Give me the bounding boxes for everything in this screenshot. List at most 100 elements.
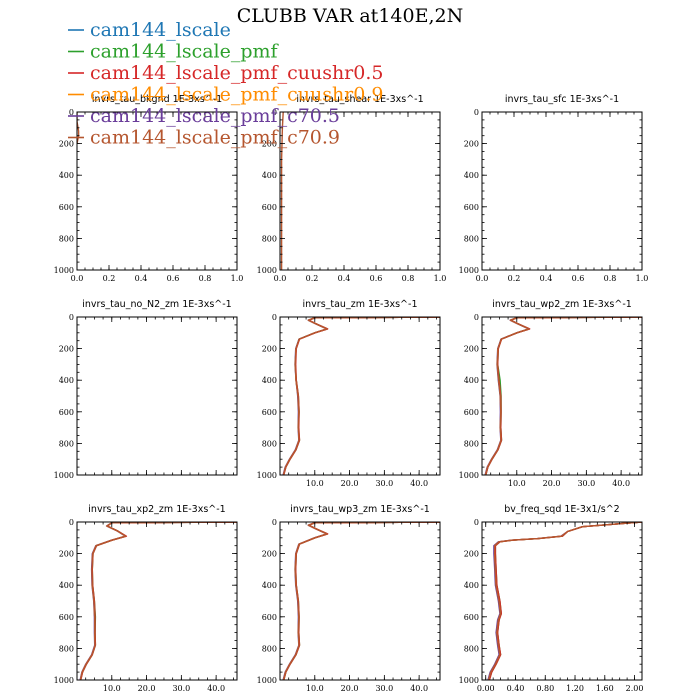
y-tick-label: 600: [59, 613, 74, 622]
x-tick-label: 20.0: [543, 479, 561, 488]
x-tick-label: 0.80: [536, 684, 554, 693]
series-line-1: [484, 317, 642, 475]
panel-title: invrs_tau_wp2_zm 1E-3xs^-1: [492, 299, 632, 310]
y-tick-label: 0: [474, 108, 479, 117]
x-tick-label: 0.0: [274, 274, 287, 283]
x-tick-label: 0.2: [508, 274, 521, 283]
series-line-1: [282, 522, 440, 680]
legend-item-6: cam144_lscale_pmf_c70.9: [68, 127, 340, 149]
y-tick-label: 200: [59, 140, 74, 149]
x-tick-label: 10.0: [306, 479, 324, 488]
series-line-2: [79, 522, 237, 680]
series-line-4: [484, 317, 642, 475]
legend-label: cam144_lscale: [90, 19, 231, 41]
y-tick-label: 400: [262, 376, 277, 385]
x-tick-label: 0.00: [477, 684, 495, 693]
x-tick-label: 0.8: [402, 274, 415, 283]
chart-panel-2: invrs_tau_shear 1E-3xs^-1 0 200 400 600 800 10…: [257, 94, 447, 283]
y-tick-label: 200: [262, 140, 277, 149]
series-line-4: [282, 522, 440, 680]
y-tick-label: 600: [464, 408, 479, 417]
x-tick-label: 40.0: [612, 479, 630, 488]
series-line-5: [488, 522, 642, 680]
x-tick-label: 20.0: [341, 479, 359, 488]
x-tick-label: 20.0: [341, 684, 359, 693]
x-tick-label: 0.4: [540, 274, 553, 283]
y-tick-label: 0: [272, 108, 277, 117]
y-tick-label: 1000: [459, 266, 479, 275]
legend-item-5: cam144_lscale_pmf_c70.5: [68, 105, 340, 127]
plot-frame: [279, 521, 441, 681]
x-tick-label: 0.0: [71, 274, 84, 283]
y-tick-label: 800: [464, 439, 479, 448]
y-tick-label: 600: [59, 203, 74, 212]
series-group: [487, 522, 642, 680]
y-tick-label: 800: [59, 644, 74, 653]
panel-title: invrs_tau_sfc 1E-3xs^-1: [505, 94, 619, 105]
series-line-4: [488, 522, 642, 680]
series-group: [79, 522, 237, 680]
y-tick-label: 400: [59, 581, 74, 590]
series-line-5: [283, 317, 440, 475]
series-line-6: [488, 522, 642, 680]
y-tick-label: 800: [262, 439, 277, 448]
plot-frame: [76, 316, 238, 476]
chart-panel-8: invrs_tau_wp3_zm 1E-3xs^-1 0 200 400 600 800 1…: [257, 504, 441, 693]
y-tick-label: 400: [464, 376, 479, 385]
x-tick-label: 0.40: [507, 684, 525, 693]
legend-label: cam144_lscale_pmf_cuushr0.5: [90, 62, 383, 84]
x-tick-label: 0.0: [476, 274, 489, 283]
series-line-2: [283, 522, 440, 680]
x-tick-label: 1.0: [231, 274, 244, 283]
y-tick-label: 600: [262, 408, 277, 417]
y-tick-label: 1000: [54, 676, 74, 685]
legend-item-4: cam144_lscale_pmf_cuushr0.9: [68, 84, 383, 106]
y-tick-label: 800: [464, 644, 479, 653]
y-tick-label: 600: [59, 408, 74, 417]
y-tick-label: 1000: [54, 471, 74, 480]
x-tick-label: 20.0: [138, 684, 156, 693]
x-tick-label: 0.6: [572, 274, 585, 283]
x-tick-label: 10.0: [103, 684, 121, 693]
x-tick-label: 0.2: [306, 274, 319, 283]
y-tick-label: 200: [262, 345, 277, 354]
y-tick-label: 600: [464, 203, 479, 212]
series-line-2: [282, 317, 440, 475]
plot-frame: [481, 521, 643, 681]
plot-frame: [481, 316, 643, 476]
y-tick-label: 800: [262, 234, 277, 243]
y-tick-label: 0: [272, 313, 277, 322]
y-tick-label: 0: [69, 518, 74, 527]
x-tick-label: 1.20: [566, 684, 584, 693]
x-tick-label: 10.0: [306, 684, 324, 693]
chart-panel-4: invrs_tau_no_N2_zm 1E-3xs^-1 0 200 400 600 80…: [54, 299, 238, 480]
y-tick-label: 400: [59, 171, 74, 180]
y-tick-label: 600: [464, 613, 479, 622]
x-tick-label: 0.4: [338, 274, 351, 283]
legend-item-2: cam144_lscale_pmf: [68, 41, 280, 63]
y-tick-label: 800: [59, 234, 74, 243]
y-tick-label: 0: [272, 518, 277, 527]
series-line-2: [488, 522, 642, 680]
series-line-4: [79, 522, 237, 680]
legend-item-1: cam144_lscale: [68, 19, 231, 41]
x-tick-label: 0.6: [370, 274, 383, 283]
series-line-6: [79, 522, 237, 680]
series-line-5: [283, 522, 440, 680]
series-line-1: [488, 522, 642, 680]
x-tick-label: 1.60: [596, 684, 614, 693]
x-tick-label: 0.6: [167, 274, 180, 283]
y-tick-label: 400: [464, 171, 479, 180]
x-tick-label: 0.8: [199, 274, 212, 283]
y-tick-label: 600: [262, 203, 277, 212]
panel-title: bv_freq_sqd 1E-3x1/s^2: [504, 504, 619, 515]
y-tick-label: 200: [59, 345, 74, 354]
y-tick-label: 600: [262, 613, 277, 622]
figure-title: CLUBB VAR at140E,2N: [237, 5, 463, 27]
y-tick-label: 200: [464, 345, 479, 354]
series-line-3: [282, 522, 440, 680]
legend-label: cam144_lscale_pmf_c70.5: [90, 105, 340, 127]
series-group: [282, 317, 440, 475]
y-tick-label: 1000: [54, 266, 74, 275]
legend-label: cam144_lscale_pmf: [90, 41, 280, 63]
